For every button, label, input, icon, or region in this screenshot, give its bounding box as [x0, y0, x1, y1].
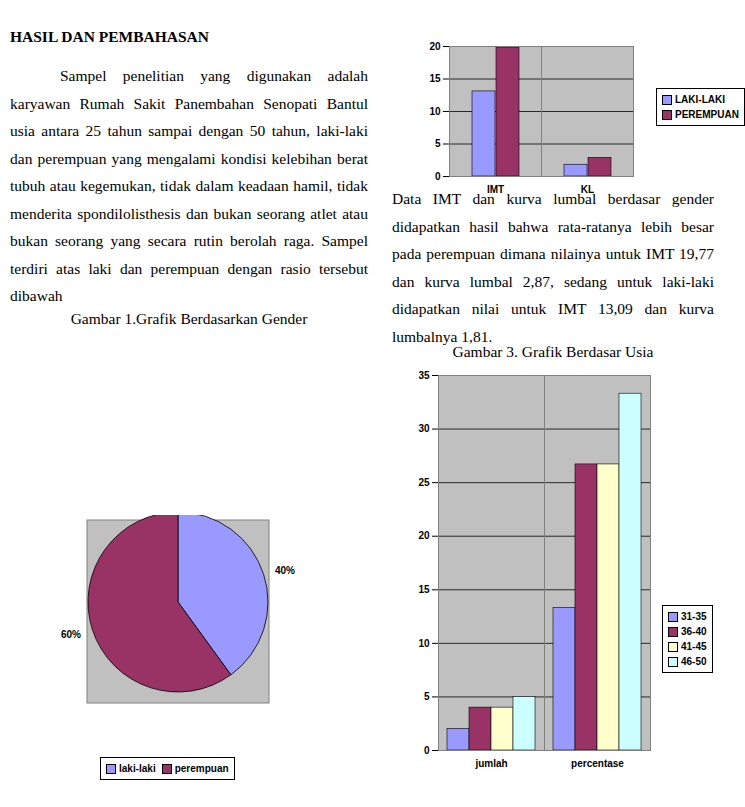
svg-text:25: 25: [418, 477, 430, 488]
svg-text:jumlah: jumlah: [474, 758, 507, 769]
svg-text:30: 30: [418, 423, 430, 434]
svg-text:IMT: IMT: [487, 184, 504, 195]
svg-text:0: 0: [424, 745, 430, 756]
svg-text:60%: 60%: [61, 629, 81, 640]
svg-text:KL: KL: [581, 184, 594, 195]
svg-text:5: 5: [424, 691, 430, 702]
svg-text:10: 10: [418, 638, 430, 649]
svg-text:15: 15: [429, 73, 441, 84]
svg-text:0: 0: [435, 171, 441, 182]
svg-text:20: 20: [418, 530, 430, 541]
svg-text:20: 20: [429, 41, 441, 52]
svg-text:percentase: percentase: [571, 758, 624, 769]
svg-text:15: 15: [418, 584, 430, 595]
svg-text:40%: 40%: [275, 565, 295, 576]
svg-text:35: 35: [418, 370, 430, 381]
svg-text:5: 5: [435, 138, 441, 149]
svg-text:10: 10: [429, 106, 441, 117]
